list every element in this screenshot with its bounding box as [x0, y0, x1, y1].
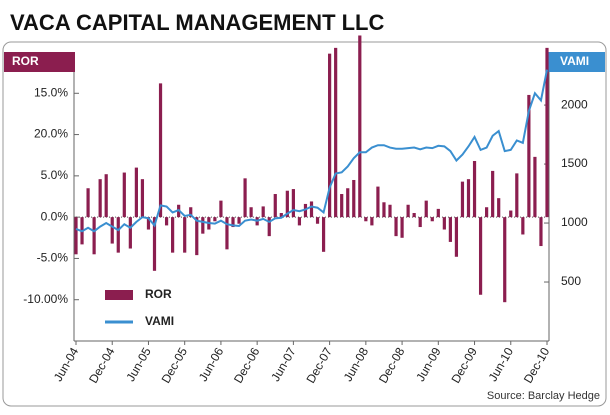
bar — [454, 217, 459, 257]
bar — [297, 217, 302, 226]
bar — [219, 200, 223, 218]
bar — [334, 47, 338, 218]
y-tick-label: 0.0% — [41, 209, 69, 223]
bar — [116, 217, 120, 253]
bar — [249, 207, 253, 218]
bar — [436, 208, 440, 218]
bar — [152, 217, 157, 271]
bar — [285, 190, 289, 218]
bar — [183, 217, 187, 253]
bar — [466, 179, 471, 218]
bar — [370, 217, 374, 226]
bar — [424, 200, 428, 218]
bar — [521, 217, 525, 235]
bar — [267, 217, 271, 237]
bar — [388, 204, 392, 218]
bar — [315, 217, 320, 224]
y2-tick-label: 1000 — [561, 215, 588, 229]
bar — [237, 217, 241, 224]
bar — [321, 217, 326, 252]
y-axis-header — [4, 52, 75, 72]
legend-label: VAMI — [145, 314, 174, 328]
bar — [303, 203, 308, 218]
y2-tick-label: 1500 — [561, 156, 588, 170]
bar — [128, 217, 132, 249]
bar — [545, 47, 549, 218]
bar — [110, 217, 114, 244]
bar — [400, 217, 404, 238]
bar — [86, 188, 90, 218]
bar — [328, 53, 332, 218]
bar — [195, 217, 199, 256]
bar — [140, 179, 145, 218]
bar — [213, 217, 217, 222]
y-tick-label: -10.00% — [23, 292, 68, 306]
legend-swatch — [105, 290, 133, 300]
bar — [358, 35, 362, 218]
bar — [225, 217, 229, 250]
bar — [406, 204, 410, 218]
frame — [2, 41, 607, 407]
bar — [201, 217, 205, 234]
bar — [243, 178, 247, 218]
bar — [509, 210, 513, 218]
bar — [448, 217, 452, 242]
bar — [74, 217, 78, 255]
bar — [460, 181, 465, 218]
bar — [104, 174, 108, 218]
bar — [364, 217, 368, 222]
y-axis-label: ROR — [12, 54, 39, 68]
bar — [158, 83, 163, 218]
bar — [98, 179, 102, 218]
y-tick-label: 5.0% — [41, 168, 69, 182]
bar — [491, 170, 495, 218]
bar — [478, 217, 483, 295]
bar — [291, 189, 295, 218]
bar — [376, 186, 380, 218]
y-tick-label: 20.0% — [34, 127, 68, 141]
bar — [533, 156, 537, 218]
bar — [539, 217, 543, 247]
bar — [503, 217, 507, 303]
bar — [231, 217, 235, 228]
y2-axis-header — [548, 52, 605, 72]
bar — [418, 217, 422, 228]
bar — [340, 194, 344, 218]
bar — [442, 217, 446, 230]
bar — [134, 167, 138, 218]
bar — [164, 217, 169, 226]
bar — [273, 194, 277, 218]
bar — [485, 207, 489, 218]
bar — [122, 172, 126, 218]
bar — [515, 173, 519, 218]
line — [75, 69, 548, 233]
y-tick-label: -5.0% — [37, 251, 69, 265]
bar — [382, 202, 386, 218]
y-tick-label: 15.0% — [34, 85, 68, 99]
bar — [189, 207, 193, 218]
bar — [352, 179, 356, 218]
legend-label: ROR — [145, 287, 172, 301]
bar — [430, 217, 434, 222]
bar — [346, 188, 350, 218]
bar — [146, 217, 151, 230]
y2-axis-label: VAMI — [560, 54, 589, 68]
bar — [394, 217, 398, 237]
source: Source: Barclay Hedge — [487, 390, 600, 402]
y2-tick-label: 2000 — [561, 97, 588, 111]
bar — [171, 217, 175, 253]
chart-title: VACA CAPITAL MANAGEMENT LLC — [10, 10, 384, 35]
bar — [279, 213, 283, 218]
bar — [261, 206, 265, 218]
bar — [472, 160, 477, 218]
bar — [412, 213, 416, 218]
bar — [92, 217, 96, 255]
bar — [309, 201, 314, 218]
bar — [527, 94, 531, 218]
y2-tick-label: 500 — [561, 274, 581, 288]
bar — [497, 198, 501, 218]
